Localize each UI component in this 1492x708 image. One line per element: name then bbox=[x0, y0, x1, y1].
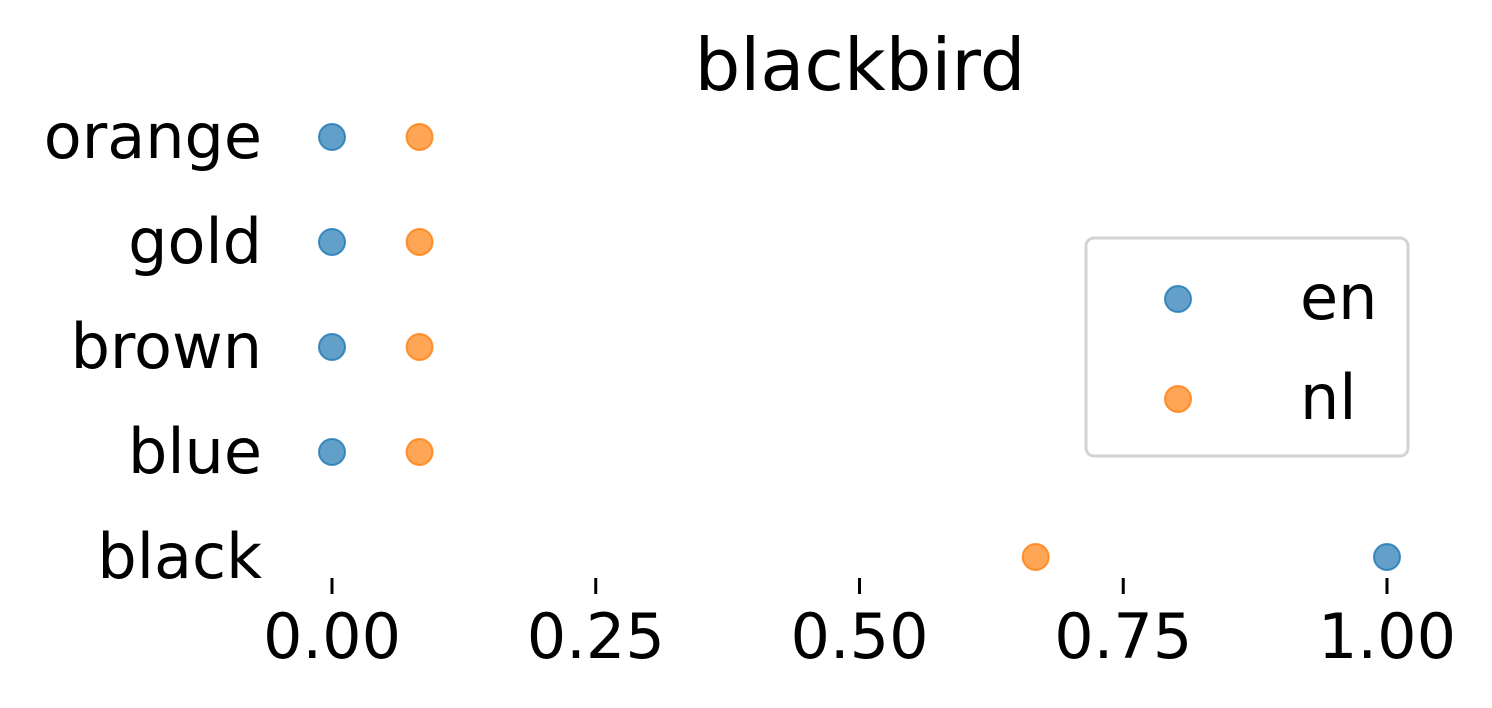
data-points bbox=[318, 123, 1401, 571]
point-en-orange bbox=[318, 123, 346, 151]
point-nl-brown bbox=[405, 333, 434, 361]
chart-title: blackbird bbox=[695, 23, 1026, 107]
point-nl-blue bbox=[405, 438, 434, 466]
x-tick-label: 0.25 bbox=[527, 600, 665, 673]
legend-marker-nl bbox=[1164, 385, 1192, 413]
y-tick-labels: black blue brown gold orange bbox=[44, 100, 262, 593]
legend: en nl bbox=[1084, 236, 1410, 458]
x-tick-label: 1.00 bbox=[1318, 600, 1456, 673]
x-axis: 0.00 0.25 0.50 0.75 1.00 bbox=[263, 578, 1456, 673]
legend-label-en: en bbox=[1300, 261, 1377, 334]
x-tick-label: 0.00 bbox=[263, 600, 401, 673]
point-en-brown bbox=[318, 333, 346, 361]
x-tick-label: 0.50 bbox=[790, 600, 928, 673]
x-tick-label: 0.75 bbox=[1054, 600, 1192, 673]
y-tick-label-gold: gold bbox=[128, 205, 262, 278]
point-en-black bbox=[1373, 543, 1401, 571]
y-tick-label-blue: blue bbox=[128, 415, 262, 488]
y-tick-label-orange: orange bbox=[44, 100, 262, 173]
point-nl-black bbox=[1021, 543, 1050, 571]
legend-label-nl: nl bbox=[1300, 361, 1357, 434]
point-en-gold bbox=[318, 228, 346, 256]
legend-marker-en bbox=[1164, 285, 1192, 313]
point-nl-gold bbox=[405, 228, 434, 256]
point-nl-orange bbox=[405, 123, 434, 151]
y-tick-label-black: black bbox=[97, 520, 262, 593]
point-en-blue bbox=[318, 438, 346, 466]
y-tick-label-brown: brown bbox=[71, 310, 262, 383]
